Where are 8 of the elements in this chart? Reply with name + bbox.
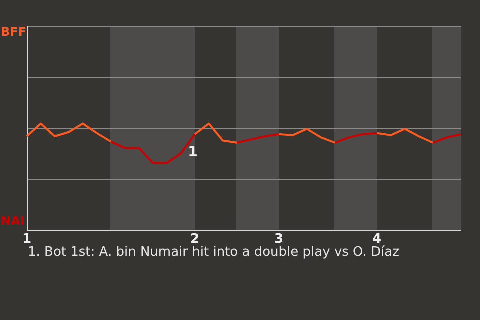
x-tick-label: 2	[190, 232, 200, 248]
text: 1. Bot 1st: A. bin Numair hit into a double play vs O. Díaz	[28, 245, 400, 260]
x-tick-label: 1	[22, 232, 32, 248]
x-tick-label: 4	[372, 232, 382, 248]
text: NAI	[1, 214, 25, 228]
annotation: 1	[188, 144, 198, 161]
x-tick-label: 3	[274, 232, 284, 248]
text: BFF	[1, 25, 27, 40]
